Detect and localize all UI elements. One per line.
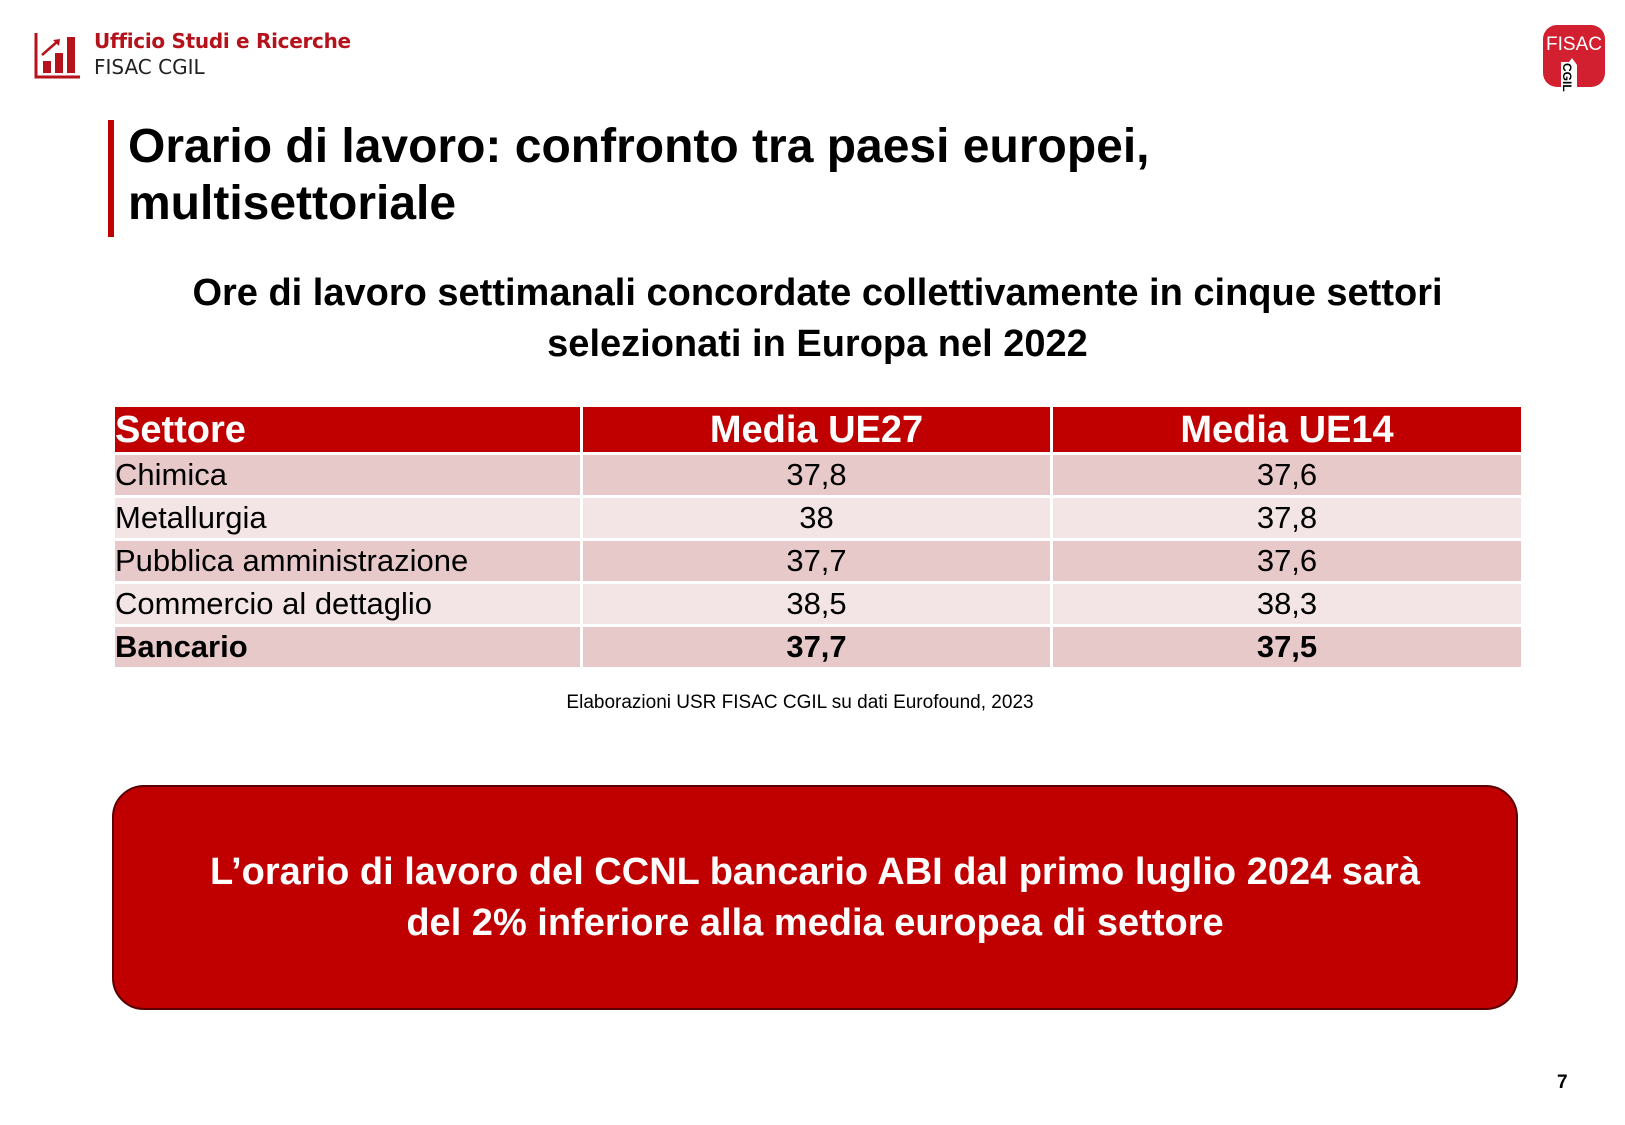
- callout-box: L’orario di lavoro del CCNL bancario ABI…: [112, 785, 1518, 1010]
- title-line-2: multisettoriale: [128, 177, 457, 230]
- hours-table: Settore Media UE27 Media UE14 Chimica 37…: [112, 404, 1524, 670]
- subtitle-line-2: selezionati in Europa nel 2022: [547, 323, 1088, 365]
- fisac-cgil-logo: FISAC: [1543, 25, 1605, 87]
- title-accent-bar: [108, 120, 114, 237]
- cell-ue27: 37,7: [580, 538, 1053, 584]
- cell-ue14: 37,6: [1050, 452, 1524, 498]
- chart-growth-logo-icon: [34, 33, 80, 79]
- callout-line-2: del 2% inferiore alla media europea di s…: [406, 901, 1224, 944]
- table-row: Pubblica amministrazione 37,7 37,6: [112, 538, 1524, 584]
- header-media-ue14: Media UE14: [1050, 404, 1524, 455]
- cell-ue14: 37,6: [1050, 538, 1524, 584]
- cell-settore: Commercio al dettaglio: [112, 581, 583, 627]
- callout-line-1: L’orario di lavoro del CCNL bancario ABI…: [210, 850, 1420, 893]
- cell-settore: Pubblica amministrazione: [112, 538, 583, 584]
- page-number: 7: [1557, 1072, 1568, 1093]
- title-line-1: Orario di lavoro: confronto tra paesi eu…: [128, 120, 1150, 173]
- cell-ue27: 38,5: [580, 581, 1053, 627]
- cell-settore: Bancario: [112, 624, 583, 670]
- table-title: Ore di lavoro settimanali concordate col…: [100, 268, 1535, 370]
- org-subtitle: FISAC CGIL: [94, 55, 205, 79]
- table-row: Metallurgia 38 37,8: [112, 495, 1524, 541]
- cell-settore: Chimica: [112, 452, 583, 498]
- cell-ue14: 37,8: [1050, 495, 1524, 541]
- cell-settore: Metallurgia: [112, 495, 583, 541]
- cell-ue27: 38: [580, 495, 1053, 541]
- subtitle-line-1: Ore di lavoro settimanali concordate col…: [192, 272, 1443, 314]
- logo-text: FISAC: [1546, 34, 1602, 55]
- logo-subtext: CGIL: [1560, 62, 1574, 93]
- page-title: Orario di lavoro: confronto tra paesi eu…: [128, 118, 1150, 232]
- cell-ue14: 37,5: [1050, 624, 1524, 670]
- cell-ue27: 37,7: [580, 624, 1053, 670]
- table-row: Chimica 37,8 37,6: [112, 452, 1524, 498]
- table-row: Commercio al dettaglio 38,5 38,3: [112, 581, 1524, 627]
- org-name: Ufficio Studi e Ricerche: [94, 29, 351, 53]
- source-note: Elaborazioni USR FISAC CGIL su dati Euro…: [566, 692, 1034, 713]
- header-media-ue27: Media UE27: [580, 404, 1053, 455]
- cell-ue27: 37,8: [580, 452, 1053, 498]
- header-settore: Settore: [112, 404, 583, 455]
- cell-ue14: 38,3: [1050, 581, 1524, 627]
- table-row-highlight: Bancario 37,7 37,5: [112, 624, 1524, 670]
- table-header-row: Settore Media UE27 Media UE14: [112, 404, 1524, 455]
